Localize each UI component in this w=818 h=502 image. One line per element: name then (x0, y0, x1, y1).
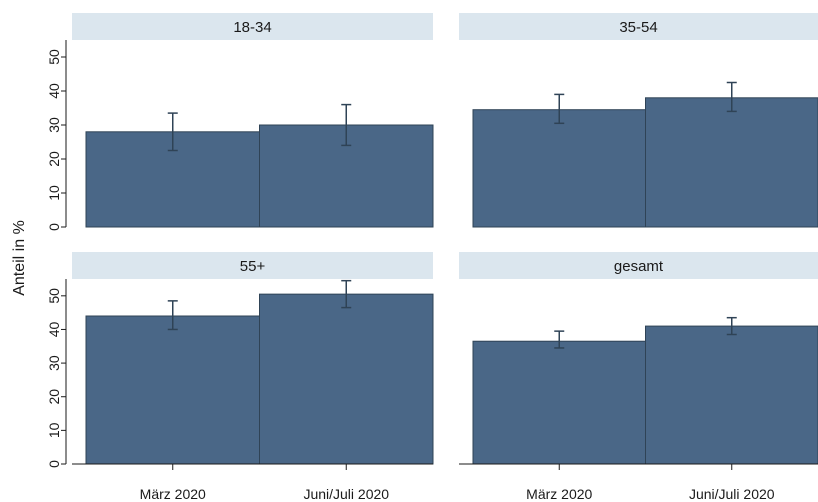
y-tick-label: 0 (46, 460, 62, 468)
panel-title: gesamt (614, 258, 664, 275)
panel-title-strip (72, 13, 433, 40)
bar-1 (472, 109, 646, 228)
panel-title: 18-34 (233, 19, 271, 36)
panel-title-strip (459, 13, 818, 40)
x-tick-label: März 2020 (140, 486, 206, 502)
x-tick-label: März 2020 (526, 486, 592, 502)
panel-3: 55+ 0 10 20 30 40 50 März 2020 Juni/Juli 2020 (46, 252, 434, 502)
panel-title-strip (459, 252, 818, 279)
bar-2 (645, 97, 818, 228)
y-tick-label: 30 (46, 117, 62, 133)
y-tick-label: 20 (46, 151, 62, 167)
panel-title-strip (72, 252, 433, 279)
y-tick-label: 0 (46, 223, 62, 231)
y-tick-label: 20 (46, 389, 62, 405)
panel-title: 35-54 (619, 19, 657, 36)
bar-1 (472, 340, 646, 465)
bar-2 (645, 325, 818, 465)
y-tick-label: 10 (46, 185, 62, 201)
y-tick-label: 50 (46, 288, 62, 304)
bar-1 (85, 315, 260, 465)
x-tick-label: Juni/Juli 2020 (689, 486, 775, 502)
y-tick-label: 30 (46, 355, 62, 371)
y-tick-label: 40 (46, 321, 62, 337)
y-tick-label: 40 (46, 83, 62, 99)
y-axis-label: Anteil in % (11, 220, 28, 296)
panel-4: gesamt März 2020 Juni/Juli 2020 (459, 252, 818, 502)
y-tick-label: 10 (46, 422, 62, 438)
panel-title: 55+ (240, 258, 266, 275)
panel-1: 18-34 0 10 20 30 40 50 (46, 13, 434, 231)
y-tick-label: 50 (46, 49, 62, 65)
panel-2: 35-54 (459, 13, 818, 228)
panels-group: 18-34 0 10 20 30 40 50 35-54 55+ 0 10 20 30 40 50 März … (46, 13, 818, 502)
x-tick-label: Juni/Juli 2020 (303, 486, 389, 502)
bar-2 (259, 293, 434, 465)
